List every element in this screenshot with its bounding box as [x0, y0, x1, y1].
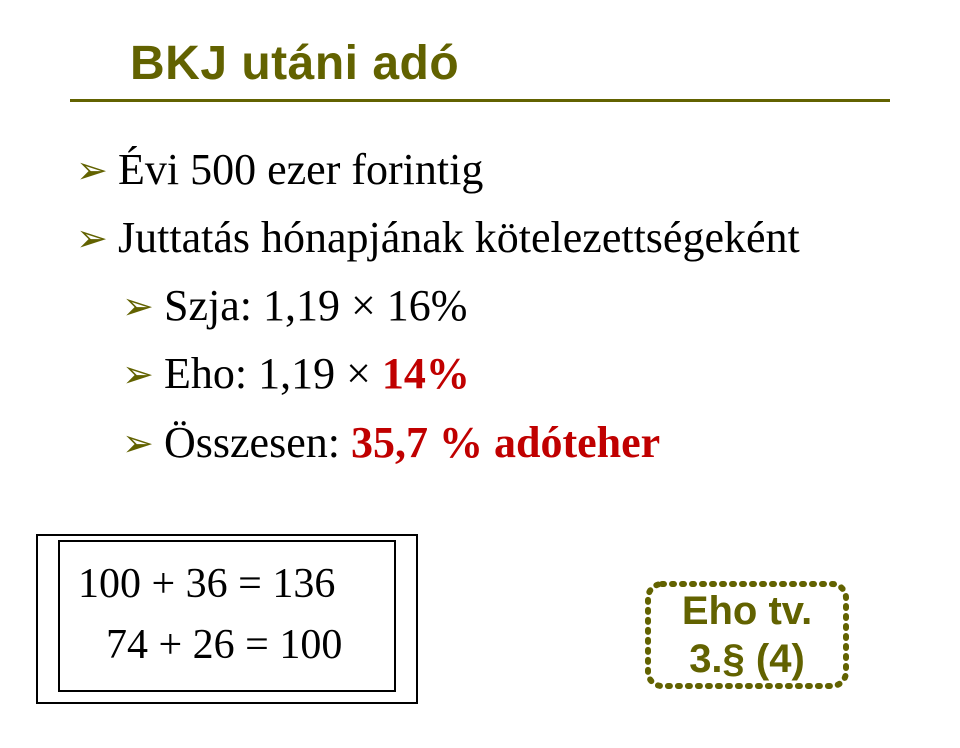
bullet-subitem: Szja: 1,19 × 16% [72, 272, 890, 340]
title-underline [70, 99, 890, 102]
text: Eho: 1,19 × [164, 349, 382, 398]
math-line: 100 + 36 = 136 [78, 554, 376, 615]
reference-box: Eho tv. 3.§ (4) [644, 580, 850, 690]
slide-title: BKJ utáni adó [130, 38, 890, 91]
text: Összesen: [164, 418, 351, 467]
math-line: 74 + 26 = 100 [78, 615, 376, 676]
bullet-item: Évi 500 ezer forintig [72, 136, 890, 204]
reference-line: Eho tv. [682, 587, 812, 635]
math-box-inner: 100 + 36 = 136 74 + 26 = 100 [58, 540, 396, 692]
emphasis-text: 35,7 % [351, 418, 483, 467]
emphasis-text: 14% [382, 349, 470, 398]
bullet-subitem: Összesen: 35,7 % adóteher [72, 409, 890, 477]
math-box: 100 + 36 = 136 74 + 26 = 100 [36, 534, 418, 704]
bullet-subitem: Eho: 1,19 × 14% [72, 340, 890, 408]
bullet-list: Évi 500 ezer forintig Juttatás hónapjána… [72, 136, 890, 477]
bullet-item: Juttatás hónapjának kötelezettségeként [72, 204, 890, 272]
reference-line: 3.§ (4) [689, 635, 805, 683]
emphasis-text: adóteher [483, 418, 660, 467]
